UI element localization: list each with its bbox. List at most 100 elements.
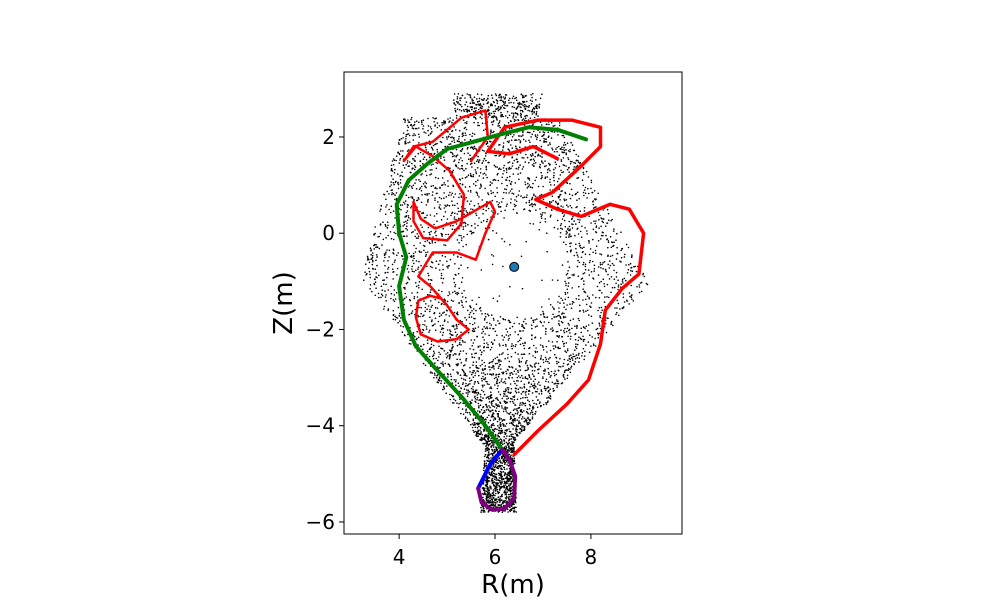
scatter-point <box>492 506 495 508</box>
scatter-point <box>464 207 466 210</box>
scatter-point <box>495 154 498 157</box>
scatter-point <box>384 264 386 267</box>
scatter-point <box>497 414 500 416</box>
scatter-point <box>598 227 600 229</box>
scatter-point <box>639 282 642 284</box>
scatter-point <box>402 326 405 328</box>
scatter-point <box>498 202 501 204</box>
scatter-point <box>385 237 387 239</box>
scatter-point <box>515 167 518 170</box>
scatter-point <box>580 331 582 334</box>
scatter-point <box>534 366 537 368</box>
scatter-point <box>464 176 467 179</box>
scatter-point <box>420 251 423 253</box>
scatter-point <box>552 199 554 202</box>
scatter-point <box>525 322 527 325</box>
scatter-point <box>569 338 572 340</box>
scatter-point <box>522 342 524 345</box>
scatter-point <box>475 171 477 173</box>
scatter-point <box>457 210 460 213</box>
scatter-point <box>475 361 478 363</box>
scatter-point <box>511 477 513 479</box>
scatter-point <box>523 157 525 159</box>
scatter-point <box>488 409 490 412</box>
scatter-point <box>565 233 567 235</box>
scatter-point <box>560 159 563 161</box>
scatter-point <box>448 293 451 295</box>
scatter-point <box>509 509 511 512</box>
scatter-point <box>468 412 471 414</box>
scatter-point <box>494 195 497 198</box>
scatter-point <box>497 496 500 498</box>
scatter-point <box>590 302 593 304</box>
scatter-point <box>566 142 569 144</box>
scatter-point <box>523 101 526 103</box>
scatter-point <box>380 296 382 299</box>
scatter-point <box>392 226 395 228</box>
scatter-point <box>553 168 555 171</box>
scatter-point <box>501 353 503 355</box>
scatter-point <box>539 166 541 169</box>
scatter-point <box>382 279 384 282</box>
scatter-point <box>584 186 587 189</box>
scatter-point <box>487 444 490 446</box>
scatter-point <box>428 156 431 159</box>
scatter-point <box>508 192 510 194</box>
scatter-point <box>453 281 456 284</box>
scatter-point <box>499 501 501 503</box>
scatter-point <box>374 281 377 284</box>
scatter-point <box>392 158 395 160</box>
scatter-point <box>544 333 547 335</box>
scatter-point <box>477 224 479 227</box>
scatter-point <box>512 428 514 430</box>
scatter-point <box>470 316 473 318</box>
scatter-point <box>434 298 437 301</box>
scatter-point <box>497 373 500 376</box>
scatter-point <box>560 366 562 368</box>
scatter-point <box>479 426 482 429</box>
scatter-point <box>558 324 561 327</box>
scatter-point <box>574 162 577 164</box>
scatter-point <box>482 220 485 222</box>
scatter-point <box>441 347 444 350</box>
scatter-point <box>388 249 391 252</box>
scatter-point <box>488 436 490 438</box>
scatter-point <box>412 252 415 255</box>
scatter-point <box>556 341 558 343</box>
scatter-point <box>492 494 495 497</box>
scatter-point <box>496 484 499 486</box>
scatter-point <box>540 145 543 148</box>
scatter-point <box>520 430 523 433</box>
scatter-point <box>501 462 504 465</box>
scatter-point <box>406 206 409 208</box>
scatter-point <box>432 117 434 119</box>
scatter-point <box>453 311 456 314</box>
scatter-point <box>558 124 561 127</box>
scatter-point <box>464 417 467 420</box>
scatter-point <box>406 219 409 221</box>
scatter-point <box>466 105 469 108</box>
scatter-point <box>512 441 515 444</box>
scatter-point <box>517 411 519 414</box>
scatter-point <box>518 358 520 360</box>
scatter-point <box>501 442 503 444</box>
scatter-point <box>486 485 489 488</box>
scatter-point <box>426 342 429 345</box>
scatter-point <box>483 442 486 445</box>
scatter-point <box>495 397 497 400</box>
scatter-point <box>542 211 544 214</box>
scatter-point <box>583 358 585 361</box>
scatter-point <box>466 121 468 123</box>
scatter-point <box>583 280 585 282</box>
scatter-point <box>488 457 490 460</box>
scatter-point <box>471 106 474 108</box>
scatter-point <box>407 196 410 199</box>
scatter-point <box>590 187 592 190</box>
scatter-point <box>541 161 543 163</box>
scatter-point <box>560 223 563 225</box>
scatter-point <box>406 222 408 224</box>
scatter-point <box>487 408 490 411</box>
scatter-point <box>491 498 494 501</box>
scatter-point <box>416 330 419 333</box>
scatter-point <box>500 429 502 432</box>
